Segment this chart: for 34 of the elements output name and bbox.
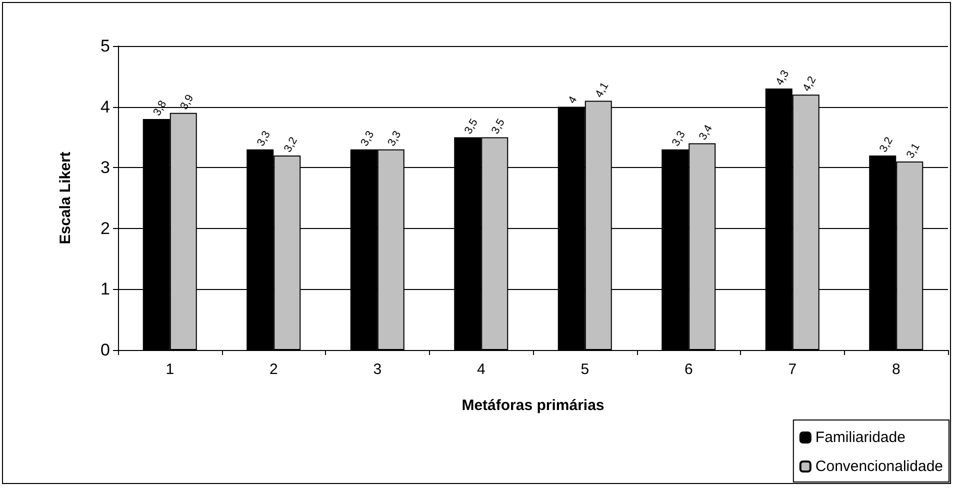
x-tick-label: 4 bbox=[476, 361, 486, 378]
data-label: 3,9 bbox=[178, 92, 196, 112]
y-tick-label: 5 bbox=[100, 36, 110, 56]
data-label: 3,3 bbox=[386, 129, 404, 148]
x-tick-label: 5 bbox=[580, 361, 590, 378]
data-label: 4,2 bbox=[800, 74, 819, 94]
data-label: 4,1 bbox=[593, 80, 612, 100]
data-label: 4 bbox=[566, 94, 580, 106]
y-tick-label: 3 bbox=[100, 158, 110, 178]
y-tick-label: 4 bbox=[100, 97, 110, 116]
y-tick-label: 0 bbox=[100, 340, 110, 360]
data-label: 3,3 bbox=[254, 129, 273, 148]
x-tick-label: 8 bbox=[892, 361, 900, 378]
x-tick-label: 7 bbox=[788, 361, 797, 378]
data-label: 3,4 bbox=[696, 123, 715, 142]
x-tick-label: 6 bbox=[684, 361, 693, 378]
x-axis-title: Metáforas primárias bbox=[462, 397, 604, 414]
legend-label: Convencionalidade bbox=[815, 458, 944, 475]
data-label: 3,2 bbox=[877, 135, 896, 154]
data-label: 3,3 bbox=[358, 129, 377, 148]
data-label: 3,5 bbox=[489, 116, 508, 136]
data-label: 3,2 bbox=[282, 135, 300, 154]
x-tick-label: 2 bbox=[269, 361, 278, 378]
y-tick-label: 2 bbox=[100, 218, 110, 238]
y-axis-title: Escala Likert bbox=[57, 152, 74, 244]
data-label: 3,1 bbox=[904, 141, 922, 161]
data-label: 4,3 bbox=[774, 68, 792, 88]
legend-label: Familiaridade bbox=[815, 429, 906, 446]
y-tick-label: 1 bbox=[100, 280, 110, 299]
x-tick-label: 3 bbox=[373, 361, 382, 378]
x-tick-label: 1 bbox=[166, 361, 174, 378]
data-label: 3,5 bbox=[462, 116, 480, 136]
data-label: 3,8 bbox=[151, 98, 170, 118]
data-label: 3,3 bbox=[670, 129, 688, 148]
